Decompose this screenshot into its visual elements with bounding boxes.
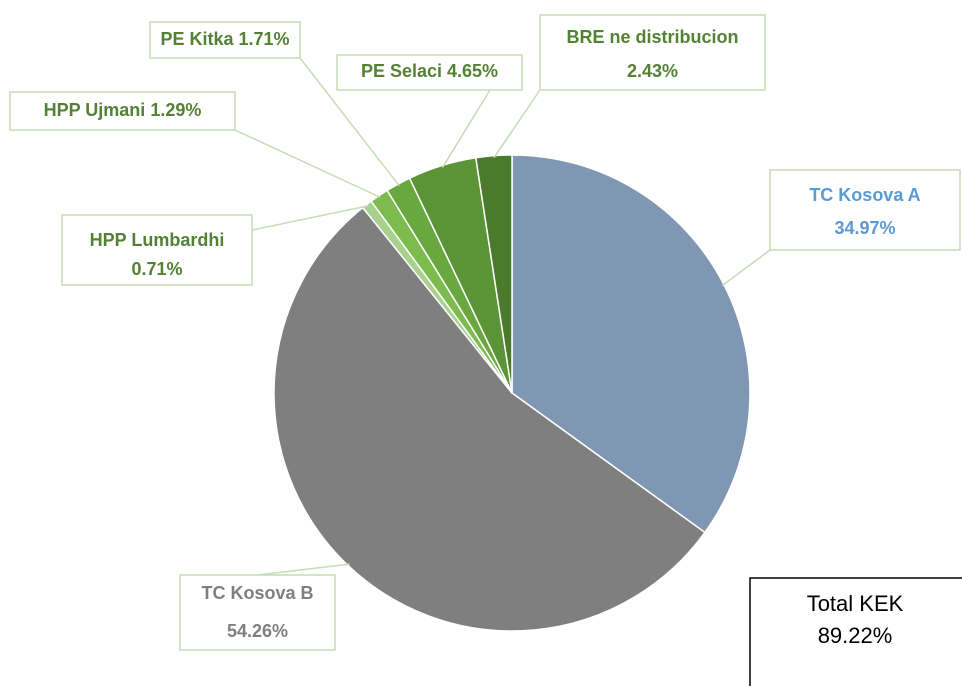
- label-value: 0.71%: [131, 259, 182, 279]
- label-box: [61, 214, 253, 286]
- label-name: BRE ne distribucion: [566, 27, 738, 47]
- leader-line: [257, 563, 350, 576]
- label-box: [336, 54, 523, 91]
- label-box: [149, 21, 301, 59]
- data-label: PE Selaci 4.65%: [361, 61, 498, 81]
- label-name: HPP Ujmani: [44, 100, 146, 120]
- label-name: TC Kosova B: [201, 583, 313, 603]
- leader-line: [493, 89, 541, 159]
- annotation: Total KEK: [807, 591, 904, 616]
- pie-slice: [474, 154, 513, 394]
- data-label: TC Kosova A: [809, 185, 920, 205]
- label-value: 2.43%: [627, 61, 678, 81]
- label-name: PE Selaci: [361, 61, 442, 81]
- leader-line: [234, 129, 381, 198]
- data-label: HPP Ujmani 1.29%: [44, 100, 202, 120]
- label-value: 34.97%: [834, 218, 895, 238]
- label-box: [179, 574, 336, 651]
- label-value: 4.65%: [447, 61, 498, 81]
- annotation-value: 89.22%: [818, 623, 893, 648]
- leader-line: [721, 249, 771, 287]
- pie-slice: [273, 206, 706, 632]
- label-name: HPP Lumbardhi: [90, 230, 225, 250]
- label-name: PE Kitka: [160, 29, 234, 49]
- leader-line: [251, 205, 369, 231]
- label-box: [9, 91, 236, 131]
- label-box: [769, 169, 961, 251]
- data-label: 54.26%: [227, 621, 288, 641]
- data-label: BRE ne distribucion: [566, 27, 738, 47]
- label-value: 54.26%: [227, 621, 288, 641]
- leader-line: [441, 89, 491, 168]
- data-label: HPP Lumbardhi: [90, 230, 225, 250]
- data-label: 2.43%: [627, 61, 678, 81]
- leader-line: [299, 57, 400, 187]
- annotation-box: [749, 577, 962, 686]
- label-name: TC Kosova A: [809, 185, 920, 205]
- data-label: TC Kosova B: [201, 583, 313, 603]
- data-label: PE Kitka 1.71%: [160, 29, 289, 49]
- data-label: 0.71%: [131, 259, 182, 279]
- label-value: 1.29%: [150, 100, 201, 120]
- data-label: 34.97%: [834, 218, 895, 238]
- label-box: [539, 14, 766, 91]
- label-value: 1.71%: [239, 29, 290, 49]
